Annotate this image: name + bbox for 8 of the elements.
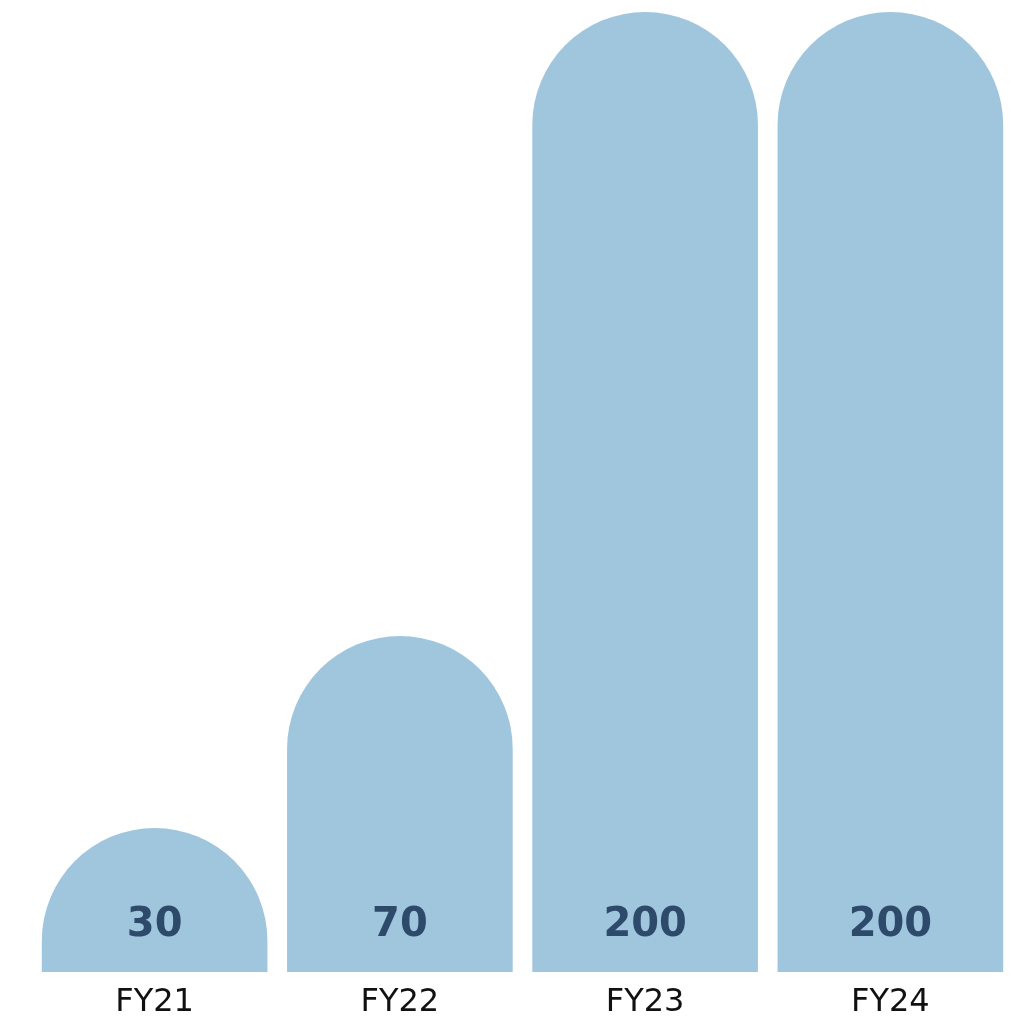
- data-label: 200: [603, 899, 687, 945]
- x-tick-label: FY24: [851, 981, 930, 1019]
- x-tick-label: FY21: [115, 981, 194, 1019]
- data-label: 30: [126, 899, 183, 945]
- data-label: 70: [372, 899, 428, 945]
- data-label: 200: [848, 899, 933, 945]
- x-tick-label: FY23: [605, 981, 685, 1019]
- x-tick-label: FY22: [360, 981, 440, 1019]
